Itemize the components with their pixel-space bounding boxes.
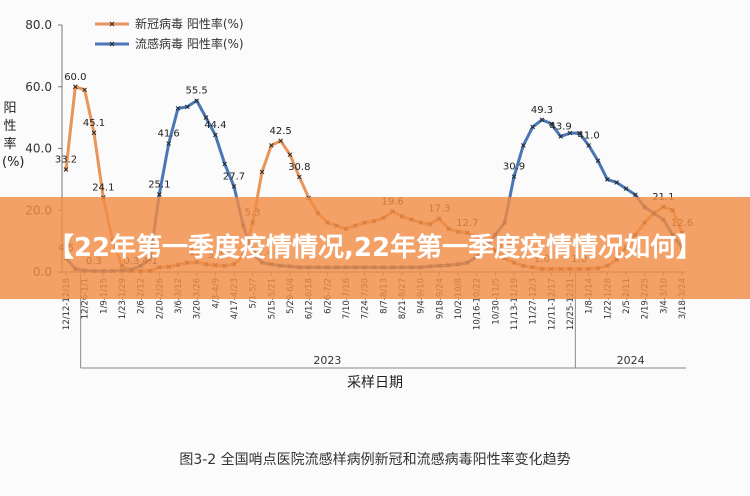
data-point-marker: [259, 169, 265, 175]
data-point-marker: [511, 174, 517, 179]
x-tick-label: 12/25-12/31: [566, 278, 576, 330]
data-point-marker: [595, 158, 601, 164]
data-label: 27.7: [223, 171, 245, 182]
data-point-marker: [549, 121, 554, 127]
data-point-marker: [269, 143, 274, 148]
figure-caption: 图3-2 全国哨点医院流感样病例新冠和流感病毒阳性率变化趋势: [179, 452, 571, 468]
data-label: 55.5: [186, 86, 208, 97]
data-point-marker: [521, 143, 526, 148]
data-point-marker: [623, 186, 629, 191]
data-label: 44.4: [204, 120, 226, 131]
x-tick-label: 10/30-11/5: [491, 278, 501, 325]
data-label: 30.9: [503, 162, 525, 173]
x-tick-label: 10/16-10/22: [473, 278, 483, 330]
data-point-marker: [82, 87, 87, 93]
data-point-marker: [297, 174, 302, 180]
data-label: 25.1: [148, 180, 170, 191]
x-tick-label: 12/12-12/18: [62, 278, 72, 330]
data-point-marker: [231, 184, 237, 189]
data-label: 24.1: [92, 183, 114, 194]
y-tick-label: 40.0: [25, 142, 52, 156]
data-point-marker: [203, 115, 209, 120]
x-tick-label: 11/13-11/19: [510, 278, 520, 330]
year-label: 2024: [617, 354, 645, 367]
data-point-marker: [194, 98, 199, 103]
banner-title: 【22年第一季度疫情情况,22年第一季度疫情情况如何】: [47, 233, 703, 263]
data-point-marker: [157, 192, 162, 197]
data-label: 41.6: [158, 129, 180, 140]
data-point-marker: [539, 117, 545, 123]
data-point-marker: [558, 134, 563, 139]
data-point-marker: [91, 130, 97, 136]
data-point-marker: [586, 143, 591, 148]
data-point-marker: [213, 132, 218, 138]
y-tick-label: 60.0: [25, 80, 52, 94]
data-point-marker: [287, 152, 293, 157]
x-tick-label: 12/11-12/17: [547, 278, 557, 330]
data-point-marker: [73, 84, 78, 90]
data-point-marker: [185, 104, 190, 110]
data-label: 30.8: [288, 162, 310, 173]
data-label: 45.1: [83, 118, 105, 129]
data-point-marker: [567, 130, 573, 136]
x-tick-label: 11/27-12/3: [529, 278, 539, 325]
data-point-marker: [278, 138, 283, 144]
data-point-marker: [63, 167, 69, 172]
data-point-marker: [577, 130, 582, 136]
legend-marker: [109, 41, 115, 47]
data-label: 60.0: [64, 72, 86, 83]
title-banner: 【22年第一季度疫情情况,22年第一季度疫情情况如何】: [0, 197, 750, 299]
data-label: 33.2: [55, 154, 77, 165]
data-label: 42.5: [270, 126, 292, 137]
y-tick-label: 80.0: [25, 18, 52, 32]
y-axis-label: 阳性率(%): [2, 101, 25, 170]
x-axis-label: 采样日期: [347, 375, 403, 391]
data-label: 41.0: [578, 130, 600, 141]
legend-label: 新冠病毒 阳性率(%): [135, 16, 244, 31]
data-point-marker: [175, 106, 181, 111]
data-label: 49.3: [531, 105, 553, 116]
data-point-marker: [605, 177, 610, 182]
legend-marker: [109, 21, 115, 27]
legend-label: 流感病毒 阳性率(%): [135, 36, 244, 51]
data-point-marker: [614, 180, 619, 185]
data-point-marker: [166, 141, 171, 146]
data-point-marker: [530, 124, 535, 130]
data-point-marker: [222, 161, 227, 167]
data-label: 43.9: [550, 121, 572, 132]
data-point-marker: [633, 192, 638, 198]
year-label: 2023: [313, 354, 341, 367]
